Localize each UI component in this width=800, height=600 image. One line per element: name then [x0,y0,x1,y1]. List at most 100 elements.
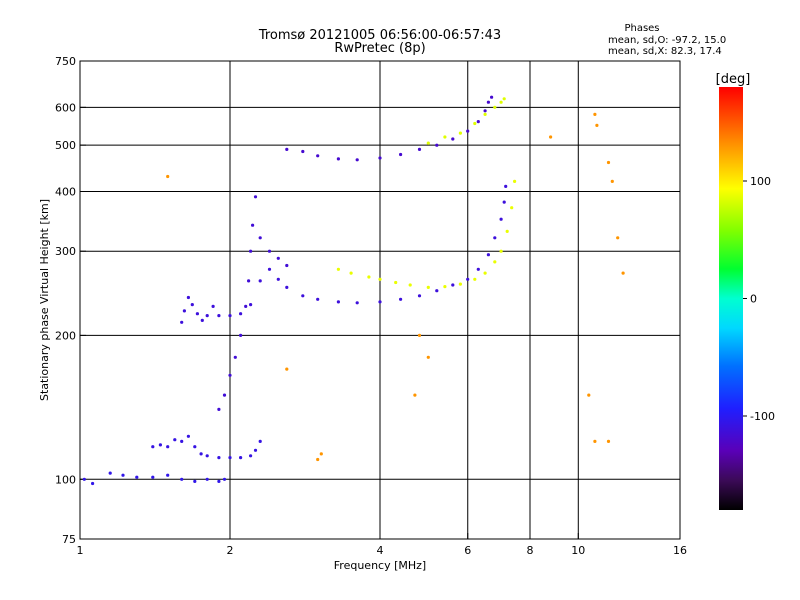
data-point [493,105,497,109]
data-point [239,333,243,337]
y-tick-label: 75 [62,533,76,546]
data-point [217,407,221,411]
data-point [499,249,503,253]
data-point [217,479,221,483]
data-point [621,271,625,275]
data-point [502,97,506,101]
colorbar-tick-label: -100 [750,410,775,423]
data-point [108,471,112,475]
data-point [610,179,614,183]
colorbar-label: [deg] [716,72,751,87]
data-point [258,279,262,283]
colorbar-gradient [719,87,743,510]
data-point [502,200,506,204]
data-point [285,285,289,289]
y-tick-label: 300 [55,245,76,258]
data-point [549,135,553,139]
y-tick-label: 400 [55,185,76,198]
x-tick-label: 8 [527,544,534,557]
data-point [510,206,514,210]
data-point [233,355,237,359]
data-point [258,236,262,240]
colorbar-tick-label: 100 [750,175,771,188]
data-point [285,263,289,268]
data-point [513,179,517,183]
data-point [355,301,359,305]
data-point [247,279,251,283]
data-point [378,156,382,160]
data-point [458,131,462,135]
data-point [593,439,597,443]
data-point [82,477,86,481]
data-point [301,294,305,298]
data-point [158,443,162,447]
data-point [466,277,470,281]
data-point [417,294,422,298]
data-point [166,473,170,477]
data-point [267,267,272,271]
data-point [476,267,480,271]
data-point [173,438,177,442]
data-point [493,260,497,264]
data-point [249,249,253,253]
grid-lines [80,61,680,539]
data-point [408,283,412,287]
data-point [267,249,272,253]
data-point [193,445,197,449]
data-point [91,481,95,486]
y-tick-label: 500 [55,139,76,152]
data-point [435,143,439,147]
data-point [205,314,209,318]
y-tick-label: 100 [55,473,76,486]
data-point [426,285,430,289]
phases-heading: Phases [624,23,659,34]
data-point [399,152,403,157]
data-point [253,448,258,452]
data-point [222,477,227,481]
data-point [195,312,199,316]
data-point [253,195,258,199]
data-point [217,314,221,318]
data-point [151,475,155,479]
x-tick-label: 4 [377,544,384,557]
data-point [486,100,490,104]
data-point [378,300,382,304]
data-point [413,393,417,397]
y-axis-label: Stationary phase Virtual Height [km] [38,199,51,401]
data-point [222,393,227,397]
data-point [367,275,371,279]
data-point [336,157,340,161]
phases-o-mode: mean, sd,O: -97.2, 15.0 [608,35,726,46]
x-axis-label: Frequency [MHz] [334,559,426,572]
data-point [476,120,480,124]
x-tick-label: 6 [464,544,471,557]
data-point [595,123,599,127]
data-point [426,141,430,145]
data-point [499,217,503,221]
data-point [606,439,611,443]
data-point [228,456,232,460]
data-point [135,475,139,479]
data-point [186,295,190,300]
data-point [180,439,184,443]
data-point [336,267,340,271]
y-tick-label: 750 [55,55,76,68]
data-point [190,303,194,307]
data-point [451,283,455,287]
data-point [394,280,398,285]
chart-title: Tromsø 20121005 06:56:00-06:57:43 [258,28,501,43]
data-point [258,439,262,443]
axis-ticks: 1 2 4 6 8 10 16 75 100 200 300 400 500 600 750 [55,55,687,557]
data-point [399,297,403,301]
data-points [82,95,625,486]
x-tick-label: 16 [673,544,687,557]
data-point [435,289,439,293]
y-tick-label: 600 [55,101,76,114]
colorbar: [deg] 100 0 -100 [716,72,775,510]
x-tick-label: 2 [227,544,234,557]
y-tick-label: 200 [55,329,76,342]
colorbar-ticks: 100 0 -100 [743,175,775,423]
data-point [355,158,359,162]
data-point [244,304,248,308]
